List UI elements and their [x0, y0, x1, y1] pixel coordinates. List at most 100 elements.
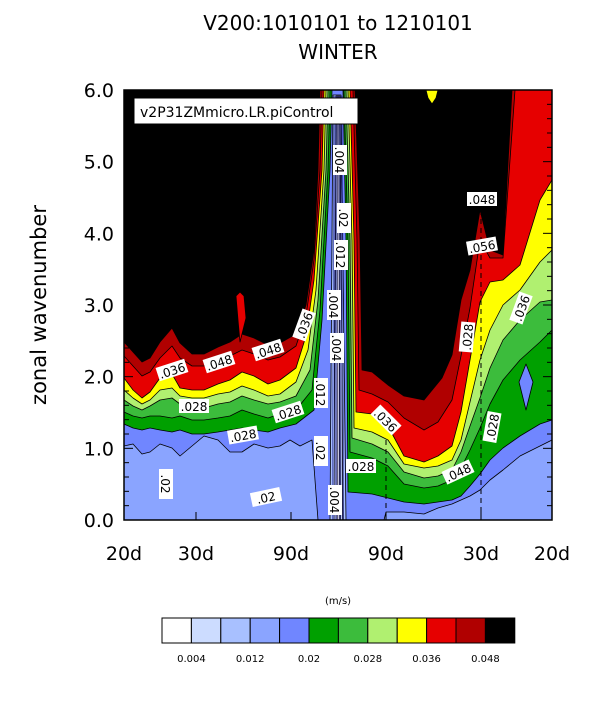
colorbar-units: (m/s) — [325, 596, 351, 607]
contour-label-group-15: .02 — [249, 487, 283, 507]
colorbar-box-4 — [279, 617, 310, 644]
contour-label-group-10: .028 — [227, 425, 259, 445]
contour-label-0: .004 — [332, 147, 346, 174]
contour-label-group-19: .048 — [467, 192, 497, 207]
contour-label-group-3: .004 — [326, 290, 341, 320]
contour-label-group-14: .02 — [158, 469, 173, 499]
contour-label-bg-16 — [328, 485, 342, 515]
contour-label-bg-22 — [482, 411, 502, 443]
colorbar-label-2: 0.02 — [298, 654, 320, 665]
contour-label-9: .028 — [181, 400, 208, 414]
colorbar-box-11 — [484, 617, 516, 644]
contour-label-22: .028 — [484, 413, 502, 442]
contour-region-13 — [425, 90, 439, 105]
chart-title-line1: V200:1010101 to 1210101 — [203, 11, 473, 35]
contour-label-bg-24 — [441, 459, 475, 485]
colorbar-label-4: 0.036 — [412, 654, 441, 665]
annotation-box — [133, 97, 359, 125]
contour-label-group-0: .004 — [332, 145, 347, 175]
contour-label-bg-23 — [509, 291, 533, 325]
contour-label-bg-4 — [330, 333, 344, 363]
contour-label-group-17: .028 — [346, 459, 376, 474]
contour-label-group-16: .004 — [327, 485, 342, 515]
contour-label-1: .02 — [336, 208, 350, 227]
x-tick-label-3: 90d — [368, 543, 404, 565]
contour-label-bg-10 — [227, 425, 259, 445]
y-tick-label-6: 6.0 — [84, 80, 114, 102]
contour-label-bg-15 — [249, 487, 283, 507]
contour-labels: .004.02.012.004.004.036.048.048.036.028.… — [155, 145, 533, 515]
contour-label-bg-9 — [179, 399, 209, 413]
contour-label-bg-0 — [333, 145, 347, 175]
y-tick-label-3: 3.0 — [84, 295, 114, 317]
contour-label-2: .012 — [333, 242, 347, 269]
contour-label-bg-14 — [159, 469, 173, 499]
contour-label-19: .048 — [469, 193, 496, 207]
colorbar-label-0: 0.004 — [177, 654, 206, 665]
chart-title-line2: WINTER — [298, 40, 377, 64]
contour-region-14 — [518, 363, 534, 411]
y-tick-label-0: 0.0 — [84, 510, 114, 532]
contour-label-group-1: .02 — [336, 203, 351, 233]
contour-label-16: .004 — [327, 487, 341, 514]
y-tick-label-4: 4.0 — [84, 223, 114, 245]
x-axis: 20d 30d 90d 90d 30d 20d — [106, 90, 570, 565]
contour-label-3: .004 — [326, 292, 340, 319]
contour-label-group-13: .02 — [313, 436, 328, 466]
contour-label-bg-8 — [292, 308, 316, 342]
colorbar-box-6 — [337, 617, 369, 644]
colorbar-box-9 — [426, 617, 457, 644]
contour-label-17: .028 — [348, 460, 375, 474]
contour-label-bg-13 — [314, 436, 328, 466]
x-tick-label-1: 30d — [178, 543, 214, 565]
contour-label-group-2: .012 — [333, 240, 348, 270]
contour-label-bg-3 — [327, 290, 341, 320]
contour-label-12: .012 — [313, 380, 327, 407]
x-tick-label-5: 20d — [534, 543, 570, 565]
contour-label-bg-1 — [337, 203, 351, 233]
contour-label-bg-20 — [466, 236, 498, 256]
contour-label-bg-7 — [251, 338, 285, 362]
contour-label-15: .02 — [255, 489, 277, 507]
contour-label-bg-21 — [458, 321, 476, 353]
plot-area: .004.02.012.004.004.036.048.048.036.028.… — [124, 90, 552, 520]
annotation-text: v2P31ZMmicro.LR.piControl — [140, 105, 333, 121]
colorbar-box-10 — [455, 617, 486, 644]
contour-label-4: .004 — [329, 335, 343, 362]
y-tick-label-5: 5.0 — [84, 152, 114, 174]
y-axis: 0.0 1.0 2.0 3.0 4.0 5.0 6.0 — [84, 80, 552, 532]
x-tick-label-2: 90d — [273, 543, 309, 565]
contour-label-21: .028 — [460, 323, 476, 351]
colorbar-box-2 — [220, 617, 251, 644]
x-tick-label-0: 20d — [106, 543, 142, 565]
contour-label-bg-5 — [155, 358, 189, 382]
contour-label-13: .02 — [313, 441, 327, 460]
contour-label-20: .056 — [468, 238, 497, 256]
contour-label-bg-17 — [346, 459, 376, 473]
colorbar-box-0 — [161, 617, 192, 644]
contour-label-bg-19 — [467, 192, 497, 206]
contour-label-group-22: .028 — [482, 411, 502, 443]
colorbar-label-3: 0.028 — [353, 654, 382, 665]
contour-label-group-12: .012 — [313, 378, 328, 408]
contour-region-12 — [235, 291, 247, 343]
colorbar-box-5 — [308, 617, 339, 644]
y-axis-label: zonal wavenumber — [27, 205, 51, 405]
contour-label-group-9: .028 — [179, 399, 209, 414]
contour-label-group-4: .004 — [329, 333, 344, 363]
colorbar: 0.004 0.012 0.02 0.028 0.036 0.048 — [161, 617, 516, 665]
y-tick-label-1: 1.0 — [84, 438, 114, 460]
contour-label-bg-11 — [271, 400, 305, 424]
colorbar-label-1: 0.012 — [236, 654, 265, 665]
contour-region-8 — [383, 439, 552, 520]
contour-label-bg-6 — [202, 350, 236, 374]
colorbar-box-8 — [396, 617, 428, 644]
contour-label-bg-18 — [370, 404, 402, 436]
contour-label-10: .028 — [229, 427, 258, 445]
contour-label-bg-2 — [334, 240, 348, 270]
colorbar-box-1 — [190, 617, 222, 644]
contour-label-14: .02 — [158, 474, 172, 493]
colorbar-box-7 — [367, 617, 398, 644]
colorbar-label-5: 0.048 — [471, 654, 500, 665]
contour-label-bg-12 — [314, 378, 328, 408]
